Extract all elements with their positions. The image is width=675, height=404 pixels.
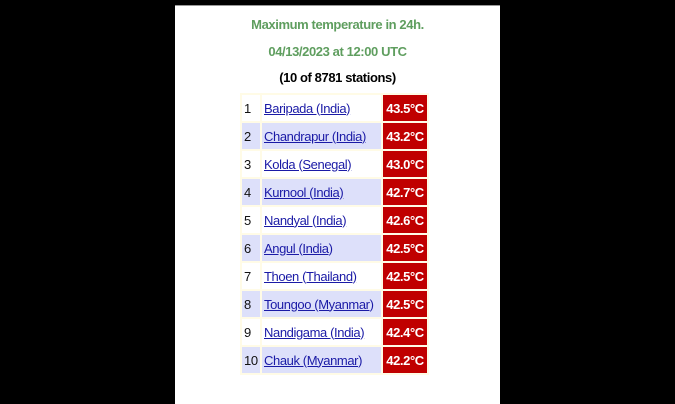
station-link[interactable]: Kolda (Senegal) <box>264 156 352 172</box>
station-link[interactable]: Chandrapur (India) <box>264 128 366 144</box>
station-link[interactable]: Kurnool (India) <box>264 184 344 200</box>
table-row: 3 Kolda (Senegal) 43.0°C <box>242 151 427 177</box>
temperature-value: 42.4°C <box>383 319 427 345</box>
temperature-value: 42.7°C <box>383 179 427 205</box>
rank: 6 <box>242 235 260 261</box>
station-link[interactable]: Nandyal (India) <box>264 212 347 228</box>
table-row: 6 Angul (India) 42.5°C <box>242 235 427 261</box>
table-row: 5 Nandyal (India) 42.6°C <box>242 207 427 233</box>
station-link[interactable]: Nandigama (India) <box>264 324 365 340</box>
table-row: 7 Thoen (Thailand) 42.5°C <box>242 263 427 289</box>
station-count: (10 of 8781 stations) <box>279 70 396 85</box>
temperature-value: 42.2°C <box>383 347 427 373</box>
temperature-value: 43.2°C <box>383 123 427 149</box>
rank: 7 <box>242 263 260 289</box>
station-link[interactable]: Angul (India) <box>264 240 333 256</box>
date-time: 04/13/2023 at 12:00 UTC <box>268 44 407 59</box>
rank: 5 <box>242 207 260 233</box>
temperature-value: 43.5°C <box>383 95 427 121</box>
rank: 8 <box>242 291 260 317</box>
rank: 1 <box>242 95 260 121</box>
temperature-value: 42.5°C <box>383 263 427 289</box>
rank: 2 <box>242 123 260 149</box>
table-row: 2 Chandrapur (India) 43.2°C <box>242 123 427 149</box>
rank: 9 <box>242 319 260 345</box>
table-row: 1 Baripada (India) 43.5°C <box>242 95 427 121</box>
rank: 10 <box>242 347 260 373</box>
table-row: 9 Nandigama (India) 42.4°C <box>242 319 427 345</box>
station-link[interactable]: Chauk (Myanmar) <box>264 352 363 368</box>
table-row: 8 Toungoo (Myanmar) 42.5°C <box>242 291 427 317</box>
station-link[interactable]: Baripada (India) <box>264 100 351 116</box>
temperature-value: 42.5°C <box>383 291 427 317</box>
table-row: 4 Kurnool (India) 42.7°C <box>242 179 427 205</box>
temperature-value: 42.5°C <box>383 235 427 261</box>
station-link[interactable]: Thoen (Thailand) <box>264 268 357 284</box>
content-panel: Maximum temperature in 24h. 04/13/2023 a… <box>175 5 500 404</box>
temperature-value: 43.0°C <box>383 151 427 177</box>
page-title: Maximum temperature in 24h. <box>251 17 424 32</box>
rank: 4 <box>242 179 260 205</box>
rank: 3 <box>242 151 260 177</box>
station-link[interactable]: Toungoo (Myanmar) <box>264 296 374 312</box>
temperature-value: 42.6°C <box>383 207 427 233</box>
table-row: 10 Chauk (Myanmar) 42.2°C <box>242 347 427 373</box>
ranking-table: 1 Baripada (India) 43.5°C 2 Chandrapur (I… <box>240 93 429 375</box>
